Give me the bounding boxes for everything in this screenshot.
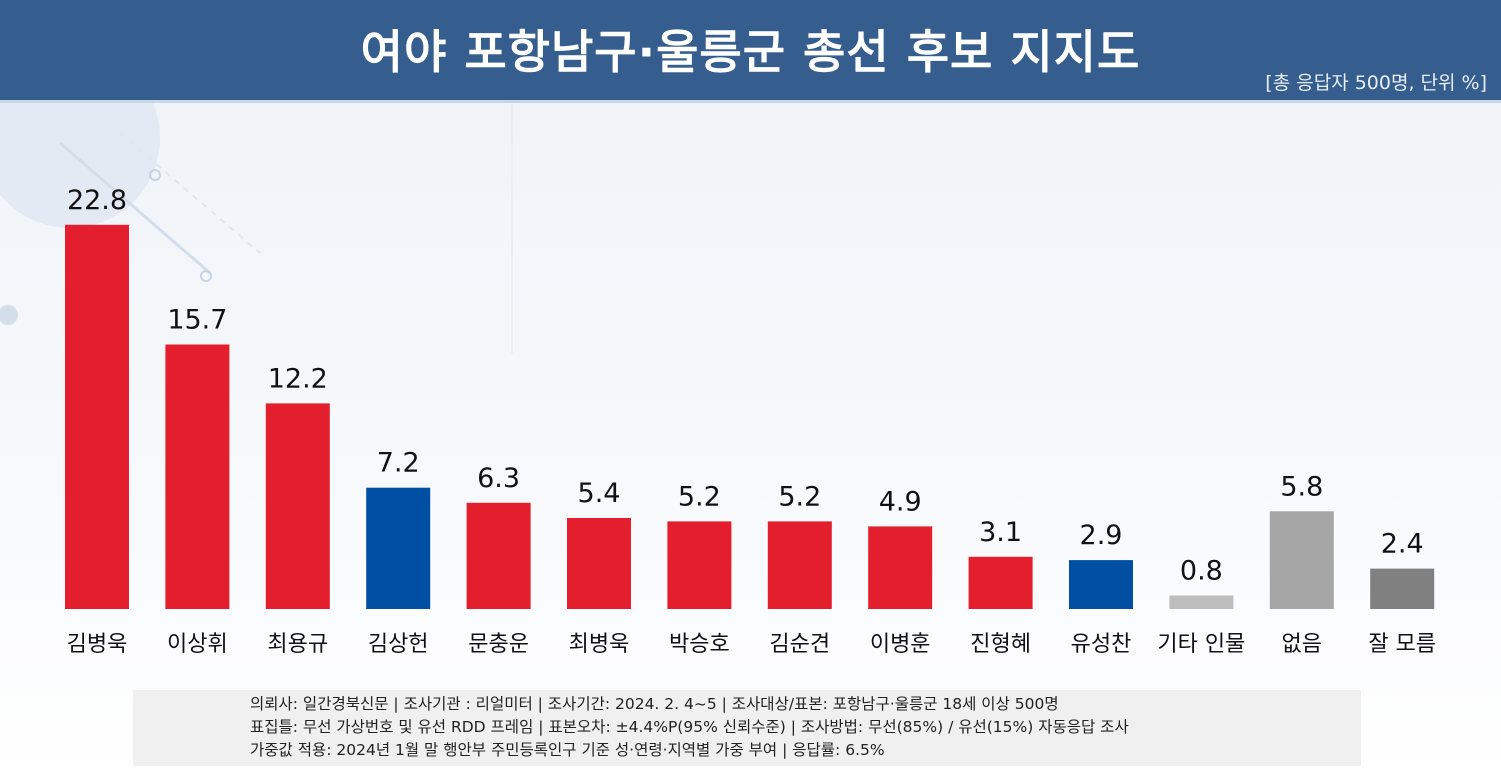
category-label: 없음	[1282, 632, 1322, 657]
chart-subtitle: [총 응답자 500명, 단위 %]	[1265, 72, 1487, 94]
chart-title: 여야 포항남구·울릉군 총선 후보 지지도	[360, 25, 1141, 79]
bar-value-label: 5.2	[778, 481, 821, 512]
bar-value-label: 4.9	[879, 486, 922, 517]
bar-value-label: 5.4	[578, 478, 621, 509]
footnote-line: 표집틀: 무선 가상번호 및 유선 RDD 프레임 | 표본오차: ±4.4%P…	[250, 718, 1129, 736]
category-label: 이병훈	[870, 632, 931, 657]
bar	[868, 526, 933, 609]
footnote-line: 가중값 적용: 2024년 1월 말 행안부 주민등록인구 기준 성·연령·지역…	[250, 741, 885, 759]
header-divider	[0, 100, 1501, 103]
footnote-line: 의뢰사: 일간경북신문 | 조사기관 : 리얼미터 | 조사기간: 2024. …	[250, 695, 1059, 713]
category-label: 최병욱	[569, 632, 630, 657]
category-label: 이상휘	[167, 632, 228, 657]
category-label: 문충운	[468, 632, 529, 657]
bar-value-label: 2.4	[1381, 529, 1424, 560]
bar-value-label: 2.9	[1080, 520, 1123, 551]
category-label: 잘 모름	[1368, 632, 1436, 657]
bar-chart: 22.8 김병욱 15.7 이상휘 12.2 최용규 7.2 김상헌 6.3 문충운 5.4 최병욱 5…	[65, 185, 1436, 657]
header-bar: 여야 포항남구·울릉군 총선 후보 지지도 [총 응답자 500명, 단위 %]	[0, 0, 1501, 100]
bar-value-label: 0.8	[1180, 556, 1223, 587]
background-decoration	[0, 103, 513, 353]
category-label: 김순견	[769, 632, 830, 657]
category-label: 진형혜	[970, 632, 1031, 657]
bar	[65, 224, 129, 610]
bar	[466, 502, 531, 609]
category-label: 최용규	[267, 632, 328, 657]
category-label: 김병욱	[67, 632, 128, 657]
category-label: 박승호	[669, 632, 730, 657]
bar	[366, 487, 431, 609]
bar	[567, 518, 631, 609]
bar-value-label: 7.2	[377, 448, 420, 479]
bar	[1069, 560, 1133, 609]
bar	[767, 521, 832, 609]
bar-value-label: 5.8	[1280, 471, 1323, 502]
bar	[1370, 568, 1435, 609]
bar	[265, 403, 330, 609]
bar-value-label: 12.2	[268, 363, 328, 394]
survey-footnote: 의뢰사: 일간경북신문 | 조사기관 : 리얼미터 | 조사기간: 2024. …	[133, 690, 1361, 766]
bar-value-label: 3.1	[979, 517, 1022, 548]
bar	[667, 521, 732, 609]
bar-value-label: 22.8	[67, 185, 127, 216]
category-label: 유성찬	[1071, 632, 1132, 657]
bar	[1169, 595, 1234, 609]
category-label: 기타 인물	[1157, 632, 1245, 657]
bar-value-label: 15.7	[167, 305, 227, 336]
bar	[968, 556, 1033, 609]
bar-value-label: 6.3	[477, 463, 520, 494]
bar	[165, 344, 230, 609]
bar	[1269, 511, 1334, 609]
category-label: 김상헌	[368, 632, 429, 657]
bar-value-label: 5.2	[678, 481, 721, 512]
